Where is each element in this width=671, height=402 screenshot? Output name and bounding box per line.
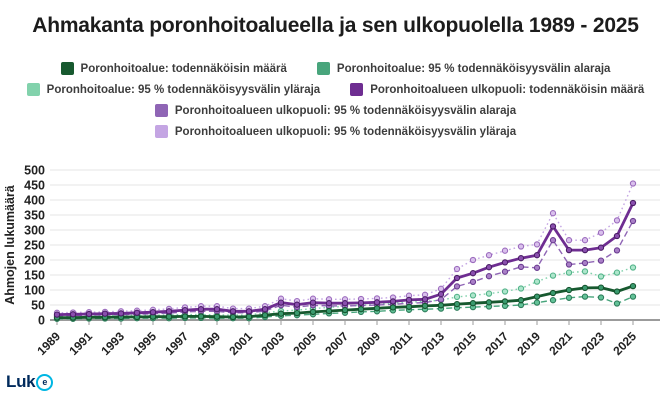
legend-item-phalue-ylaraja[interactable]: Poronhoitoalue: 95 % todennäköisyysvälin… [26, 83, 321, 96]
svg-text:350: 350 [24, 209, 45, 223]
legend-item-ulkopuoli-ml[interactable]: Poronhoitoalueen ulkopuoli: todennäköisi… [350, 83, 644, 96]
luke-logo-text: Luk [6, 372, 36, 391]
legend-swatch-light-purple [154, 125, 168, 138]
legend-swatch-medium-purple [154, 104, 168, 117]
legend-row: Poronhoitoalueen ulkopuoli: 95 % todennä… [154, 104, 517, 117]
legend-row: Poronhoitoalueen ulkopuoli: 95 % todennä… [154, 125, 517, 138]
svg-text:250: 250 [24, 239, 45, 253]
legend-label: Poronhoitoalueen ulkopuoli: 95 % todennä… [174, 125, 517, 138]
svg-text:2009: 2009 [354, 329, 383, 358]
svg-text:0: 0 [38, 314, 45, 328]
svg-text:1993: 1993 [98, 329, 127, 358]
svg-text:Ahmojen lukumäärä: Ahmojen lukumäärä [3, 185, 17, 305]
legend-label: Poronhoitoalueen ulkopuoli: 95 % todennä… [174, 104, 517, 117]
svg-text:450: 450 [24, 179, 45, 193]
svg-text:150: 150 [24, 269, 45, 283]
legend-item-ulkopuoli-ylaraja[interactable]: Poronhoitoalueen ulkopuoli: 95 % todennä… [154, 125, 517, 138]
svg-text:1995: 1995 [130, 329, 159, 358]
svg-text:200: 200 [24, 254, 45, 268]
legend-swatch-dark-green [60, 62, 74, 75]
legend-item-phalue-ml[interactable]: Poronhoitoalue: todennäköisin määrä [60, 62, 287, 75]
svg-text:2003: 2003 [258, 329, 287, 358]
chart-legend: Poronhoitoalue: todennäköisin määrä Poro… [0, 62, 671, 138]
legend-row: Poronhoitoalue: todennäköisin määrä Poro… [60, 62, 611, 75]
svg-text:2017: 2017 [482, 329, 511, 358]
svg-text:300: 300 [24, 224, 45, 238]
legend-label: Poronhoitoalue: 95 % todennäköisyysvälin… [46, 83, 321, 96]
svg-text:50: 50 [31, 299, 45, 313]
svg-text:1991: 1991 [66, 329, 95, 358]
legend-swatch-dark-purple [350, 83, 364, 96]
legend-swatch-medium-green [316, 62, 330, 75]
legend-item-phalue-alaraja[interactable]: Poronhoitoalue: 95 % todennäköisyysvälin… [316, 62, 611, 75]
svg-text:100: 100 [24, 284, 45, 298]
svg-text:1997: 1997 [162, 329, 191, 358]
svg-text:2025: 2025 [610, 329, 639, 358]
svg-text:2023: 2023 [578, 329, 607, 358]
svg-text:2001: 2001 [226, 329, 255, 358]
svg-text:2015: 2015 [450, 329, 479, 358]
legend-label: Poronhoitoalue: 95 % todennäköisyysvälin… [336, 62, 611, 75]
svg-text:2005: 2005 [290, 329, 319, 358]
legend-swatch-light-green [26, 83, 40, 96]
legend-label: Poronhoitoalue: todennäköisin määrä [80, 62, 287, 75]
svg-text:2007: 2007 [322, 329, 351, 358]
legend-item-ulkopuoli-alaraja[interactable]: Poronhoitoalueen ulkopuoli: 95 % todennä… [154, 104, 517, 117]
luke-logo: Luk e [6, 372, 54, 392]
luke-logo-e-ring-icon: e [36, 373, 54, 391]
svg-text:2011: 2011 [387, 329, 416, 358]
svg-text:2019: 2019 [514, 329, 543, 358]
svg-text:400: 400 [24, 194, 45, 208]
svg-text:2013: 2013 [418, 329, 447, 358]
svg-text:500: 500 [24, 164, 45, 178]
legend-label: Poronhoitoalueen ulkopuoli: todennäköisi… [370, 83, 645, 96]
svg-text:1989: 1989 [34, 329, 63, 358]
page-title: Ahmakanta poronhoitoalueella ja sen ulko… [32, 14, 639, 37]
legend-row: Poronhoitoalue: 95 % todennäköisyysvälin… [26, 83, 644, 96]
svg-text:1999: 1999 [194, 329, 223, 358]
svg-text:2021: 2021 [546, 329, 575, 358]
